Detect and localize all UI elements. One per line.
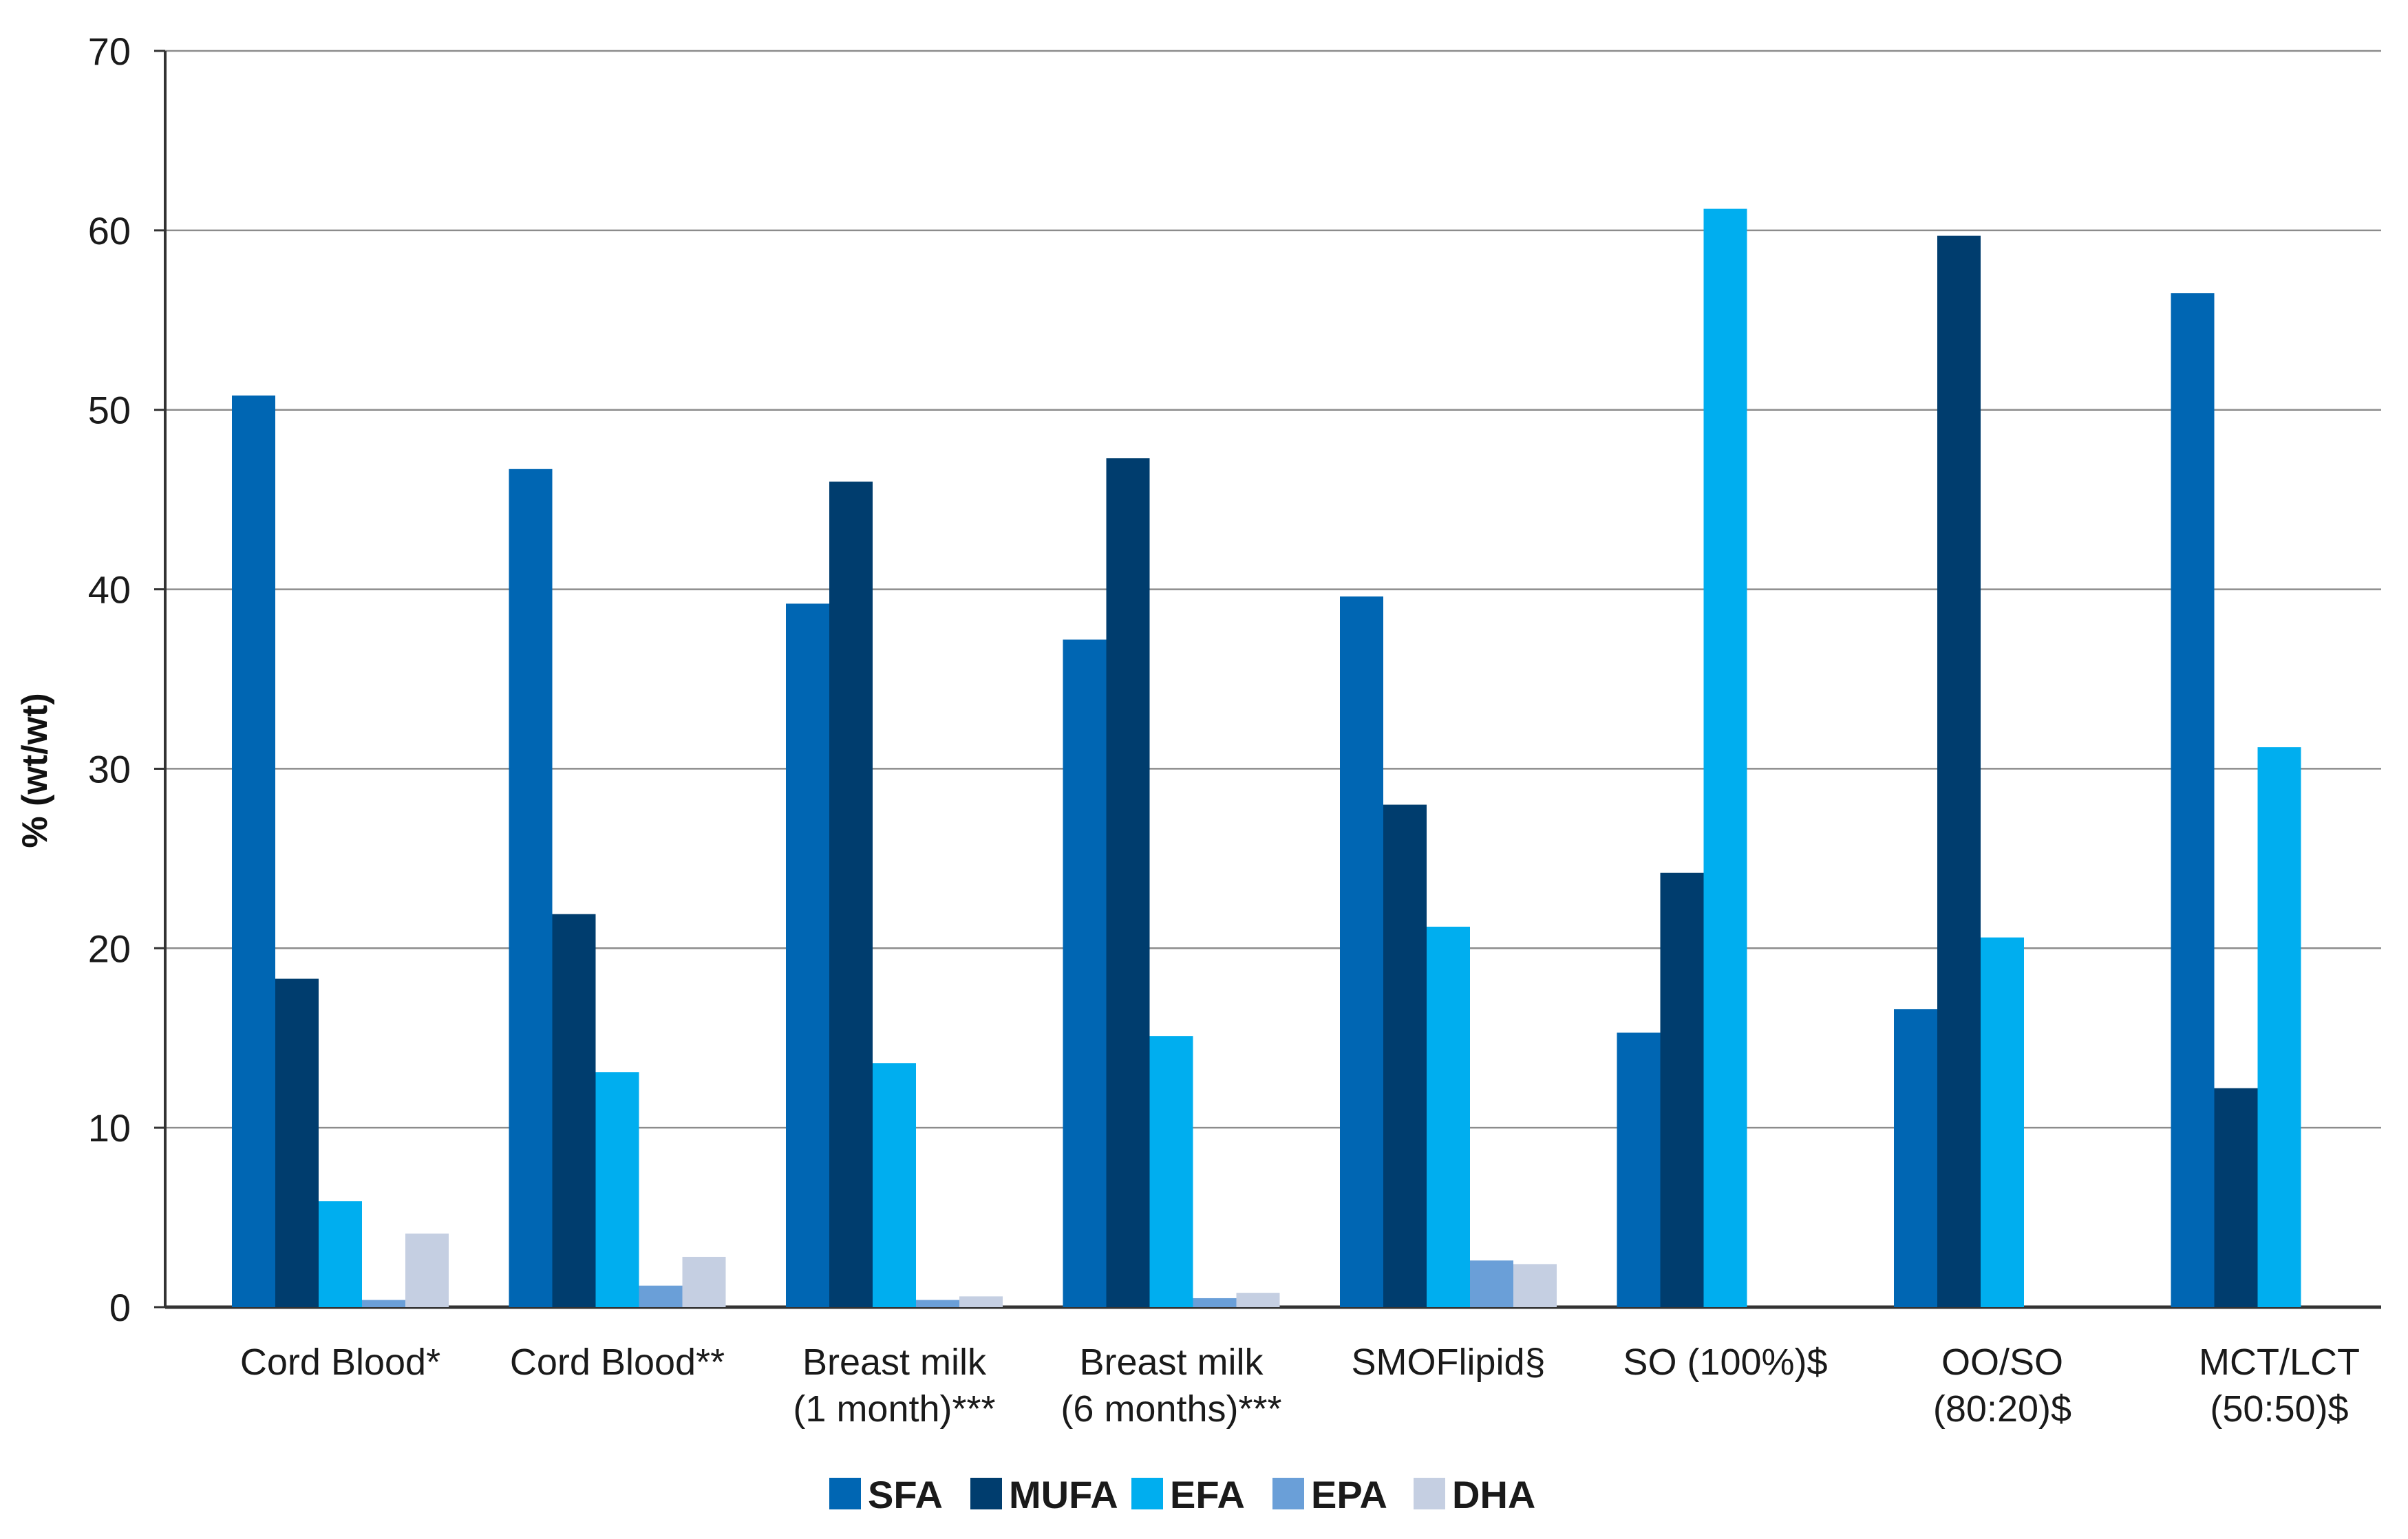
y-tick-label: 50 xyxy=(88,389,131,432)
bar-mufa-4 xyxy=(1106,458,1150,1307)
bar-sfa-5 xyxy=(1340,596,1383,1307)
legend-label-dha: DHA xyxy=(1452,1473,1535,1516)
legend-label-mufa: MUFA xyxy=(1009,1473,1118,1516)
x-category-label: MCT/LCT xyxy=(2199,1342,2360,1383)
bar-sfa-2 xyxy=(509,469,553,1307)
bar-mufa-6 xyxy=(1660,872,1704,1307)
y-axis-title: % (wt/wt) xyxy=(15,693,55,848)
bars xyxy=(232,208,2301,1308)
bar-efa-6 xyxy=(1703,208,1747,1307)
bar-dha-3 xyxy=(959,1296,1003,1307)
bar-sfa-8 xyxy=(2171,293,2215,1308)
x-category-label: Breast milk xyxy=(802,1342,987,1383)
x-category-label: Cord Blood* xyxy=(240,1342,440,1383)
bar-epa-5 xyxy=(1470,1260,1513,1307)
x-category-label: SMOFlipid§ xyxy=(1351,1342,1545,1383)
bar-efa-4 xyxy=(1149,1036,1193,1307)
bar-epa-2 xyxy=(639,1285,683,1307)
axes: 0 10 20 30 40 50 60 70 xyxy=(88,30,2381,1329)
x-category-label: (50:50)$ xyxy=(2210,1388,2348,1430)
y-tick-label: 30 xyxy=(88,747,131,790)
bar-epa-3 xyxy=(916,1300,959,1307)
bar-dha-5 xyxy=(1513,1264,1557,1307)
x-category-label: SO (100%)$ xyxy=(1623,1342,1827,1383)
gridlines xyxy=(165,50,2381,1129)
bar-efa-2 xyxy=(595,1072,639,1307)
y-tick-label: 40 xyxy=(88,568,131,612)
x-category-label: Cord Blood** xyxy=(510,1342,725,1383)
bar-mufa-3 xyxy=(829,482,873,1307)
legend-swatch-mufa xyxy=(970,1478,1002,1509)
bar-efa-8 xyxy=(2257,747,2301,1307)
legend-swatch-dha xyxy=(1414,1478,1445,1509)
y-tick-label: 70 xyxy=(88,30,131,73)
legend-label-sfa: SFA xyxy=(868,1473,943,1516)
x-category-label: (6 months)*** xyxy=(1061,1388,1281,1430)
bar-dha-1 xyxy=(405,1234,449,1307)
legend: SFA MUFA EFA EPA DHA xyxy=(829,1473,1535,1516)
bar-efa-5 xyxy=(1427,926,1470,1307)
legend-swatch-efa xyxy=(1131,1478,1163,1509)
x-category-label: (1 month)*** xyxy=(793,1388,995,1430)
bar-efa-1 xyxy=(319,1201,362,1307)
y-tick-label: 20 xyxy=(88,927,131,970)
bar-mufa-1 xyxy=(275,978,319,1307)
bar-mufa-5 xyxy=(1383,804,1427,1307)
bar-epa-1 xyxy=(362,1300,405,1307)
category-labels: Cord Blood* Cord Blood** Breast milk (1 mon… xyxy=(240,1342,2360,1430)
bar-sfa-4 xyxy=(1063,639,1107,1307)
bar-sfa-7 xyxy=(1894,1009,1937,1307)
bar-dha-4 xyxy=(1236,1293,1280,1307)
bar-mufa-8 xyxy=(2214,1088,2258,1307)
bar-sfa-3 xyxy=(786,603,829,1307)
bar-efa-7 xyxy=(1981,937,2024,1307)
x-category-label: (80:20)$ xyxy=(1933,1388,2071,1430)
bar-efa-3 xyxy=(873,1063,916,1307)
legend-swatch-sfa xyxy=(829,1478,861,1509)
x-category-label: Breast milk xyxy=(1079,1342,1264,1383)
y-tick-label: 10 xyxy=(88,1106,131,1150)
legend-swatch-epa xyxy=(1272,1478,1304,1509)
y-tick-label: 60 xyxy=(88,209,131,252)
bar-sfa-6 xyxy=(1617,1032,1661,1307)
legend-label-epa: EPA xyxy=(1311,1473,1387,1516)
y-tick-label: 0 xyxy=(109,1286,131,1329)
bar-mufa-7 xyxy=(1937,235,1981,1307)
bar-epa-4 xyxy=(1193,1298,1237,1307)
bar-sfa-1 xyxy=(232,395,275,1307)
legend-label-efa: EFA xyxy=(1170,1473,1245,1516)
bar-dha-2 xyxy=(682,1256,726,1307)
bar-mufa-2 xyxy=(552,914,596,1307)
x-category-label: OO/SO xyxy=(1941,1342,2063,1383)
